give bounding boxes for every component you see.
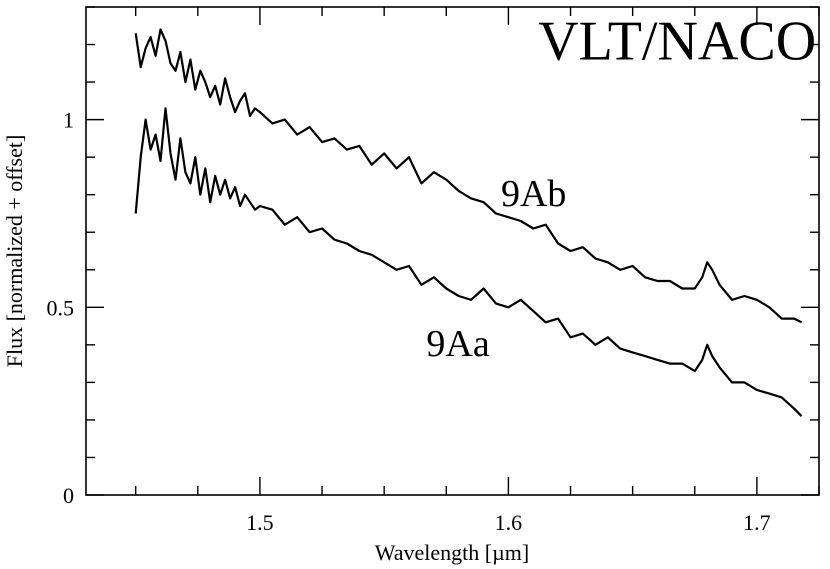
annotation-9ab: 9Ab (501, 173, 566, 215)
chart-annotations: VLT/NACO 9Ab 9Aa (426, 11, 816, 366)
series-lines (134, 28, 803, 417)
annotation-9aa: 9Aa (426, 323, 489, 365)
x-tick-label: 1.7 (743, 510, 771, 535)
x-tick-label: 1.5 (246, 510, 274, 535)
plot-frame (85, 6, 820, 496)
axis-tick-labels: 1.5 1.6 1.7 0 0.5 1 (47, 108, 771, 535)
x-axis-title: Wavelength [µm] (375, 540, 529, 565)
spectrum-line-2 (134, 107, 803, 417)
y-tick-label: 1 (63, 108, 74, 133)
y-tick-label: 0.5 (47, 295, 75, 320)
y-axis-title: Flux [normalized + offset] (2, 135, 27, 368)
x-tick-label: 1.6 (495, 510, 523, 535)
y-tick-label: 0 (63, 483, 74, 508)
annotation-vlt-naco: VLT/NACO (538, 11, 816, 73)
spectrum-line-1 (134, 28, 803, 324)
axis-ticks (86, 6, 820, 496)
